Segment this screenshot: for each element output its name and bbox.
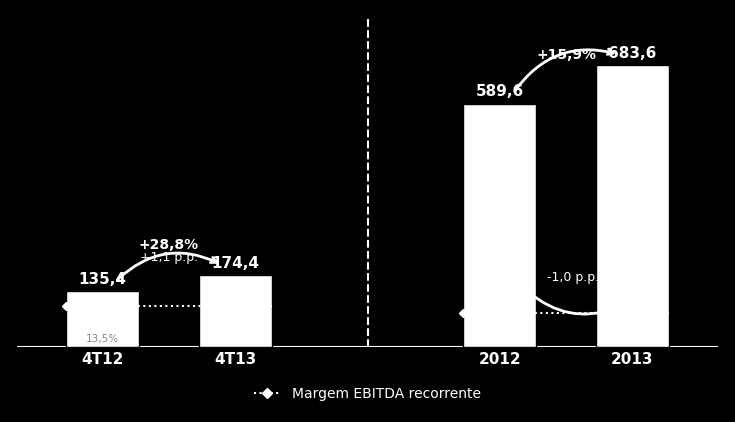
Text: 589,6: 589,6 bbox=[476, 84, 524, 100]
Bar bbox=[66, 291, 139, 347]
Bar bbox=[464, 104, 537, 347]
Text: +1,1 p.p.: +1,1 p.p. bbox=[140, 252, 198, 265]
Text: 683,6: 683,6 bbox=[608, 46, 656, 61]
Text: -1,0 p.p.: -1,0 p.p. bbox=[547, 271, 599, 284]
Legend: Margem EBITDA recorrente: Margem EBITDA recorrente bbox=[248, 381, 487, 406]
Text: +15,9%: +15,9% bbox=[536, 48, 596, 62]
Text: +28,8%: +28,8% bbox=[139, 238, 199, 252]
Bar bbox=[198, 275, 271, 347]
Text: 174,4: 174,4 bbox=[211, 256, 259, 271]
Text: 135,4: 135,4 bbox=[79, 272, 126, 287]
Text: 13,5%: 13,5% bbox=[86, 334, 119, 344]
Bar bbox=[596, 65, 669, 347]
